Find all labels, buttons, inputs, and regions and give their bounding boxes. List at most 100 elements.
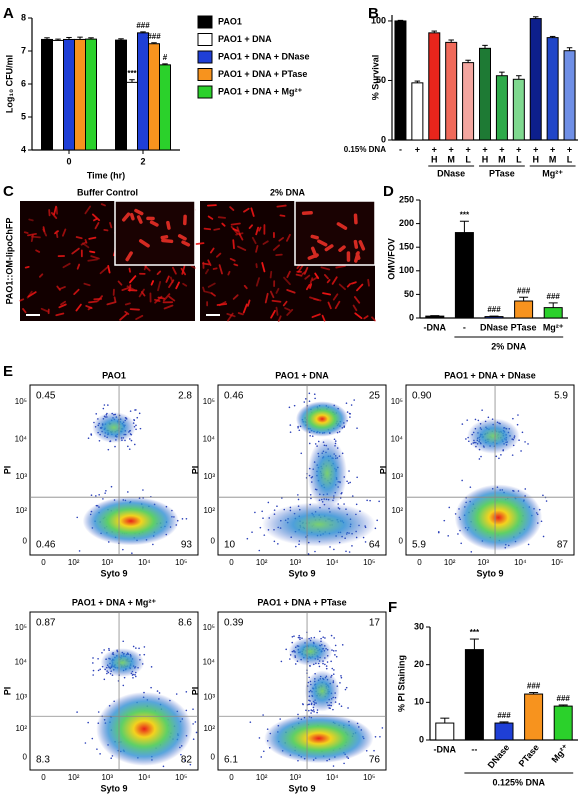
- cell: [129, 308, 140, 311]
- event-dot: [95, 495, 97, 497]
- event-dot: [487, 416, 490, 419]
- cell: [335, 265, 346, 269]
- cell: [121, 212, 131, 222]
- cell: [163, 304, 174, 310]
- cell: [326, 279, 331, 284]
- event-dot: [192, 723, 194, 725]
- event-dot: [481, 409, 483, 411]
- bar: [52, 39, 64, 151]
- event-dot: [132, 645, 135, 648]
- event-dot: [542, 494, 544, 497]
- cell: [261, 262, 266, 273]
- bar: [464, 649, 484, 741]
- cell: [332, 293, 339, 301]
- cell: [307, 253, 319, 260]
- x-tick-label: 10⁵: [363, 773, 375, 782]
- event-dot: [325, 665, 328, 667]
- significance: ###: [527, 682, 541, 691]
- bar: [553, 705, 573, 741]
- event-dot: [326, 661, 329, 663]
- cell: [356, 283, 364, 292]
- event-dot: [308, 392, 311, 395]
- quadrant-value: 64: [369, 540, 381, 551]
- event-dot: [130, 439, 133, 442]
- event-dot: [355, 503, 358, 506]
- bar: [411, 82, 424, 141]
- event-dot: [469, 486, 472, 488]
- cell: [269, 290, 275, 299]
- cell: [124, 310, 130, 315]
- bar: [435, 722, 455, 741]
- cell: [195, 242, 205, 245]
- bar: [462, 62, 475, 141]
- legend-label: PAO1 + DNA: [218, 34, 272, 44]
- event-dot: [332, 708, 334, 711]
- cell: [136, 215, 143, 224]
- x-axis-label: Syto 9: [288, 568, 315, 578]
- cell: [28, 218, 34, 222]
- y-tick-label: 10³: [15, 472, 27, 481]
- cell: [154, 298, 161, 302]
- cell: [352, 304, 358, 312]
- event-dot: [461, 423, 464, 425]
- event-dot: [84, 742, 87, 744]
- bar: [148, 43, 160, 151]
- x-tick-label: +: [550, 144, 555, 154]
- y-axis-label: PI: [190, 466, 200, 475]
- group-label: Mg²⁺: [542, 168, 563, 178]
- bar: [137, 32, 149, 151]
- density-blob: [264, 713, 374, 764]
- cell: [354, 251, 360, 263]
- x-tick-label: 10⁵: [175, 558, 187, 567]
- event-dot: [133, 443, 136, 446]
- event-dot: [457, 533, 459, 535]
- event-dot: [376, 519, 378, 522]
- cell: [216, 252, 222, 258]
- level-label: M: [498, 154, 506, 164]
- y-tick-label: 10²: [203, 506, 215, 515]
- event-dot: [314, 550, 316, 553]
- event-dot: [76, 711, 78, 713]
- cell: [202, 262, 210, 266]
- legend-swatch: [197, 68, 213, 81]
- event-dot: [340, 676, 343, 679]
- event-dot: [107, 404, 109, 406]
- plot-title: PAO1: [102, 370, 126, 380]
- cell: [304, 274, 311, 280]
- event-dot: [378, 500, 380, 503]
- event-dot: [308, 709, 310, 712]
- cell: [269, 270, 273, 279]
- panel-label: F: [388, 599, 397, 616]
- event-dot: [92, 657, 94, 659]
- density-blob: [295, 401, 349, 437]
- cell: [88, 300, 98, 304]
- cell: [157, 296, 165, 300]
- cell: [50, 212, 58, 219]
- event-dot: [308, 442, 311, 445]
- significance: ***: [460, 210, 470, 219]
- cell: [166, 220, 171, 230]
- cell: [129, 212, 135, 221]
- quadrant-value: 0.39: [224, 618, 244, 629]
- event-dot: [91, 737, 94, 740]
- cell: [275, 287, 280, 294]
- cell: [367, 278, 370, 287]
- x-tick-label: 10²: [256, 558, 268, 567]
- event-dot: [312, 709, 315, 711]
- event-dot: [319, 630, 321, 633]
- cell: [24, 265, 30, 269]
- plot-title: PAO1 + DNA + DNase: [444, 370, 536, 380]
- event-dot: [465, 438, 467, 440]
- panel-label: C: [3, 183, 14, 200]
- event-dot: [181, 518, 184, 520]
- event-dot: [110, 485, 113, 488]
- cell: [248, 224, 253, 229]
- event-dot: [150, 686, 152, 689]
- y-tick-label: 10⁴: [203, 658, 216, 667]
- event-dot: [325, 667, 328, 670]
- cell: [272, 244, 281, 251]
- event-dot: [133, 419, 136, 422]
- image-title: Buffer Control: [77, 187, 138, 197]
- x-tick-label: Mg²⁺: [550, 742, 571, 765]
- cell: [156, 270, 162, 275]
